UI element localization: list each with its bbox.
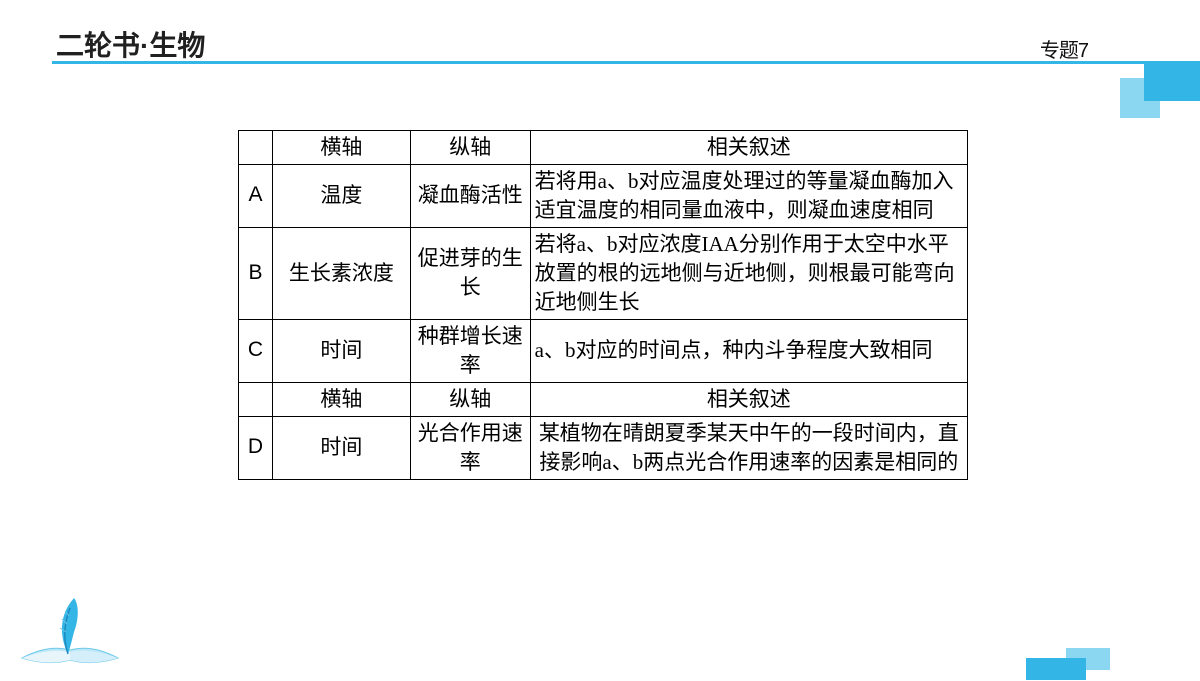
cell-desc: a、b对应的时间点，种内斗争程度大致相同 — [530, 319, 967, 382]
cell-desc: 若将用a、b对应温度处理过的等量凝血酶加入适宜温度的相同量血液中，则凝血速度相同 — [530, 164, 967, 227]
table-header-x: 横轴 — [272, 382, 410, 416]
table-header-x: 横轴 — [272, 131, 410, 165]
table-header-desc: 相关叙述 — [530, 382, 967, 416]
cell-x: 时间 — [272, 319, 410, 382]
cell-desc: 若将a、b对应浓度IAA分别作用于太空中水平放置的根的远地侧与近地侧，则根最可能… — [530, 227, 967, 319]
table-header-desc: 相关叙述 — [530, 131, 967, 165]
cell-y: 凝血酶活性 — [410, 164, 530, 227]
top-border — [52, 61, 1200, 64]
option-label: C — [239, 319, 273, 382]
table-header-blank — [239, 131, 273, 165]
cell-y: 种群增长速率 — [410, 319, 530, 382]
table-header-y: 纵轴 — [410, 131, 530, 165]
cell-y: 光合作用速率 — [410, 416, 530, 479]
cell-x: 时间 — [272, 416, 410, 479]
table-row: A 温度 凝血酶活性 若将用a、b对应温度处理过的等量凝血酶加入适宜温度的相同量… — [239, 164, 968, 227]
cell-x: 生长素浓度 — [272, 227, 410, 319]
table-header-row: 横轴 纵轴 相关叙述 — [239, 131, 968, 165]
topic-label: 专题7 — [1040, 34, 1088, 63]
option-label: D — [239, 416, 273, 479]
table-header-row-2: 横轴 纵轴 相关叙述 — [239, 382, 968, 416]
table-header-y: 纵轴 — [410, 382, 530, 416]
cell-x: 温度 — [272, 164, 410, 227]
cell-desc: 某植物在晴朗夏季某天中午的一段时间内，直接影响a、b两点光合作用速率的因素是相同… — [530, 416, 967, 479]
header-title: 二轮书·生物 — [56, 24, 205, 64]
content-table: 横轴 纵轴 相关叙述 A 温度 凝血酶活性 若将用a、b对应温度处理过的等量凝血… — [238, 130, 968, 480]
option-label: B — [239, 227, 273, 319]
table-row: C 时间 种群增长速率 a、b对应的时间点，种内斗争程度大致相同 — [239, 319, 968, 382]
table-row: B 生长素浓度 促进芽的生长 若将a、b对应浓度IAA分别作用于太空中水平放置的… — [239, 227, 968, 319]
table-row: D 时间 光合作用速率 某植物在晴朗夏季某天中午的一段时间内，直接影响a、b两点… — [239, 416, 968, 479]
table-header-blank — [239, 382, 273, 416]
corner-decoration-top — [1110, 61, 1200, 125]
corner-decoration-bottom — [990, 644, 1110, 680]
cell-y: 促进芽的生长 — [410, 227, 530, 319]
option-label: A — [239, 164, 273, 227]
feather-book-icon — [10, 592, 130, 676]
